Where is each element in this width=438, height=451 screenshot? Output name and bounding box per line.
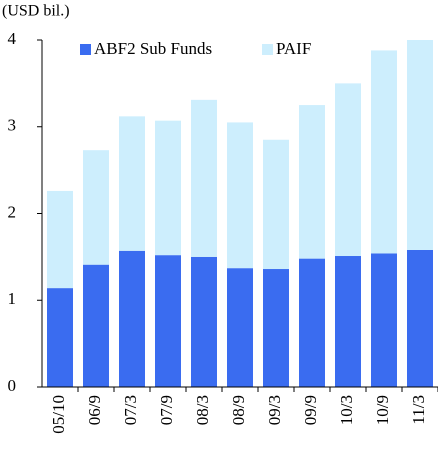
bar bbox=[47, 288, 73, 387]
x-tick-label: 05/10 bbox=[49, 395, 68, 434]
bar bbox=[407, 40, 433, 250]
y-tick-label: 1 bbox=[8, 289, 17, 308]
bar bbox=[83, 150, 109, 265]
legend-label: PAIF bbox=[276, 39, 311, 58]
x-tick-label: 08/9 bbox=[229, 395, 248, 425]
bar bbox=[155, 255, 181, 387]
bar bbox=[335, 83, 361, 257]
y-tick-label: 0 bbox=[8, 376, 17, 395]
subtitle: (USD bil.) bbox=[2, 3, 70, 20]
x-tick-label: 07/3 bbox=[121, 395, 140, 425]
bar bbox=[155, 120, 181, 256]
x-tick-label: 10/3 bbox=[337, 395, 356, 425]
x-tick-label: 08/3 bbox=[193, 395, 212, 425]
bar bbox=[299, 258, 325, 387]
bar bbox=[263, 269, 289, 387]
bar bbox=[407, 249, 433, 387]
bar bbox=[371, 50, 397, 254]
y-tick-label: 2 bbox=[8, 202, 17, 221]
bar bbox=[263, 139, 289, 270]
bar bbox=[191, 256, 217, 387]
bar bbox=[47, 190, 73, 289]
x-tick-label: 09/9 bbox=[301, 395, 320, 425]
bar bbox=[371, 253, 397, 387]
bar bbox=[119, 116, 145, 251]
bar bbox=[119, 250, 145, 387]
legend-label: ABF2 Sub Funds bbox=[94, 39, 212, 58]
x-tick-label: 10/9 bbox=[373, 395, 392, 425]
x-tick-label: 11/3 bbox=[409, 395, 428, 425]
bar bbox=[299, 105, 325, 259]
x-tick-label: 06/9 bbox=[85, 395, 104, 425]
bar bbox=[335, 256, 361, 387]
y-tick-label: 3 bbox=[8, 116, 17, 135]
y-tick-label: 4 bbox=[8, 29, 17, 48]
legend-swatch bbox=[80, 44, 91, 55]
bar bbox=[227, 122, 253, 269]
bar bbox=[227, 268, 253, 387]
bar bbox=[191, 99, 217, 257]
x-tick-label: 09/3 bbox=[265, 395, 284, 425]
legend-swatch bbox=[262, 44, 273, 55]
x-tick-label: 07/9 bbox=[157, 395, 176, 425]
bar bbox=[83, 264, 109, 387]
